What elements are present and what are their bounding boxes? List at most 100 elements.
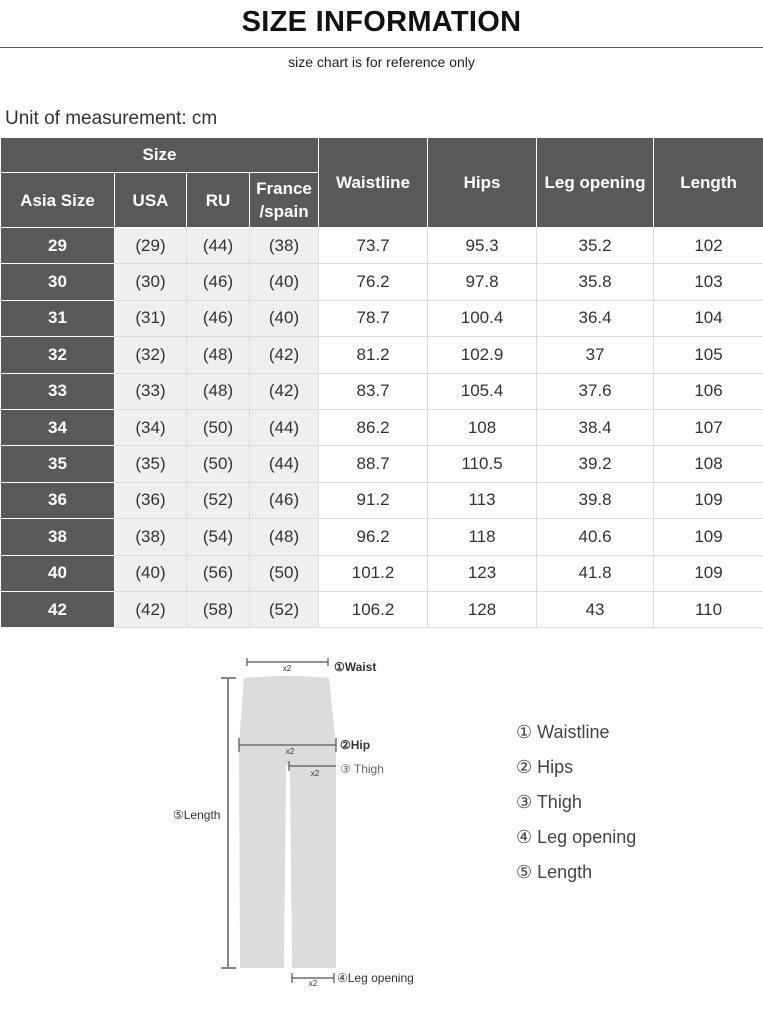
cell-ru-size: (52): [186, 481, 250, 520]
cell-usa-size: (32): [114, 336, 187, 374]
cell-waistline: 101.2: [318, 554, 429, 592]
table-row: 36 (36) (52) (46) 91.2 113 39.8 109: [0, 481, 763, 520]
leg-measure-line: [291, 973, 335, 983]
table-row: 38 (38) (54) (48) 96.2 118 40.6 109: [0, 518, 763, 556]
pants-diagram: x2 x2 x2 x2 ①Waist ②Hip ③ Thigh ⑤Length …: [173, 658, 414, 988]
hip-label: ②Hip: [340, 738, 370, 752]
cell-leg-opening: 38.4: [536, 408, 655, 447]
cell-france-spain-size: (40): [248, 263, 320, 301]
cell-leg-opening: 36.4: [536, 299, 655, 338]
cell-ru-size: (46): [186, 263, 250, 301]
x2-label: x2: [286, 747, 295, 756]
thigh-label: ③ Thigh: [340, 762, 384, 776]
header-hips: Hips: [427, 137, 538, 228]
cell-hips: 100.4: [427, 299, 538, 338]
cell-ru-size: (50): [186, 445, 250, 483]
pants-shape: [239, 676, 336, 968]
table-row: 31 (31) (46) (40) 78.7 100.4 36.4 104: [0, 299, 763, 338]
cell-hips: 102.9: [427, 336, 538, 374]
x2-label: x2: [311, 769, 320, 778]
cell-waistline: 83.7: [318, 372, 429, 410]
cell-leg-opening: 35.8: [536, 263, 655, 301]
waist-label: ①Waist: [334, 660, 376, 674]
cell-leg-opening: 41.8: [536, 554, 655, 592]
cell-waistline: 73.7: [318, 226, 429, 265]
subtitle: size chart is for reference only: [288, 54, 475, 70]
divider: [0, 47, 763, 48]
cell-length: 103: [653, 263, 763, 301]
cell-hips: 95.3: [427, 226, 538, 265]
cell-leg-opening: 43: [536, 590, 655, 629]
cell-length: 108: [653, 445, 763, 483]
cell-length: 105: [653, 336, 763, 374]
header-ru: RU: [186, 172, 250, 228]
length-label: ⑤Length: [173, 808, 220, 822]
cell-ru-size: (48): [186, 336, 250, 374]
cell-hips: 105.4: [427, 372, 538, 410]
cell-waistline: 86.2: [318, 408, 429, 447]
cell-leg-opening: 39.8: [536, 481, 655, 520]
cell-usa-size: (29): [114, 226, 187, 265]
legend-item: ① Waistline: [516, 722, 610, 742]
cell-asia-size: 30: [0, 263, 115, 301]
thigh-measure-line: [288, 761, 336, 771]
cell-ru-size: (46): [186, 299, 250, 338]
cell-hips: 118: [427, 518, 538, 556]
cell-asia-size: 35: [0, 445, 115, 483]
cell-ru-size: (54): [186, 518, 250, 556]
cell-leg-opening: 37.6: [536, 372, 655, 410]
cell-length: 110: [653, 590, 763, 629]
cell-asia-size: 32: [0, 336, 115, 374]
cell-asia-size: 31: [0, 299, 115, 338]
cell-usa-size: (38): [114, 518, 187, 556]
table-row: 32 (32) (48) (42) 81.2 102.9 37 105: [0, 336, 763, 374]
measurement-legend: ① Waistline ② Hips ③ Thigh ④ Leg opening…: [516, 722, 636, 897]
cell-waistline: 76.2: [318, 263, 429, 301]
header-waistline: Waistline: [318, 137, 429, 228]
table-row: 29 (29) (44) (38) 73.7 95.3 35.2 102: [0, 226, 763, 265]
table-row: 35 (35) (50) (44) 88.7 110.5 39.2 108: [0, 445, 763, 483]
cell-ru-size: (44): [186, 226, 250, 265]
legend-item: ④ Leg opening: [516, 827, 637, 847]
table-row: 33 (33) (48) (42) 83.7 105.4 37.6 106: [0, 372, 763, 410]
cell-france-spain-size: (50): [248, 554, 320, 592]
cell-leg-opening: 35.2: [536, 226, 655, 265]
header-usa: USA: [114, 172, 187, 228]
cell-length: 109: [653, 518, 763, 556]
cell-waistline: 81.2: [318, 336, 429, 374]
cell-usa-size: (40): [114, 554, 187, 592]
cell-leg-opening: 37: [536, 336, 655, 374]
cell-asia-size: 33: [0, 372, 115, 410]
size-group-header: Size: [0, 137, 320, 173]
cell-length: 106: [653, 372, 763, 410]
cell-asia-size: 40: [0, 554, 115, 592]
legend-item: ⑤ Length: [516, 862, 593, 882]
hip-measure-line: [238, 738, 337, 752]
cell-hips: 113: [427, 481, 538, 520]
table-row: 34 (34) (50) (44) 86.2 108 38.4 107: [0, 408, 763, 447]
cell-asia-size: 42: [0, 590, 115, 629]
cell-hips: 97.8: [427, 263, 538, 301]
cell-usa-size: (34): [114, 408, 187, 447]
cell-waistline: 91.2: [318, 481, 429, 520]
cell-france-spain-size: (38): [248, 226, 320, 265]
cell-asia-size: 36: [0, 481, 115, 520]
leg-opening-label: ④Leg opening: [337, 971, 414, 985]
table-row: 30 (30) (46) (40) 76.2 97.8 35.8 103: [0, 263, 763, 301]
table-row: 40 (40) (56) (50) 101.2 123 41.8 109: [0, 554, 763, 592]
cell-hips: 108: [427, 408, 538, 447]
cell-length: 109: [653, 554, 763, 592]
cell-france-spain-size: (40): [248, 299, 320, 338]
cell-usa-size: (42): [114, 590, 187, 629]
page-title: SIZE INFORMATION: [241, 6, 522, 38]
cell-france-spain-size: (44): [248, 445, 320, 483]
cell-length: 102: [653, 226, 763, 265]
unit-label: Unit of measurement: cm: [5, 108, 218, 129]
cell-ru-size: (56): [186, 554, 250, 592]
cell-france-spain-size: (48): [248, 518, 320, 556]
cell-france-spain-size: (52): [248, 590, 320, 629]
cell-asia-size: 38: [0, 518, 115, 556]
cell-length: 104: [653, 299, 763, 338]
cell-ru-size: (48): [186, 372, 250, 410]
header-asia-size: Asia Size: [0, 172, 115, 228]
